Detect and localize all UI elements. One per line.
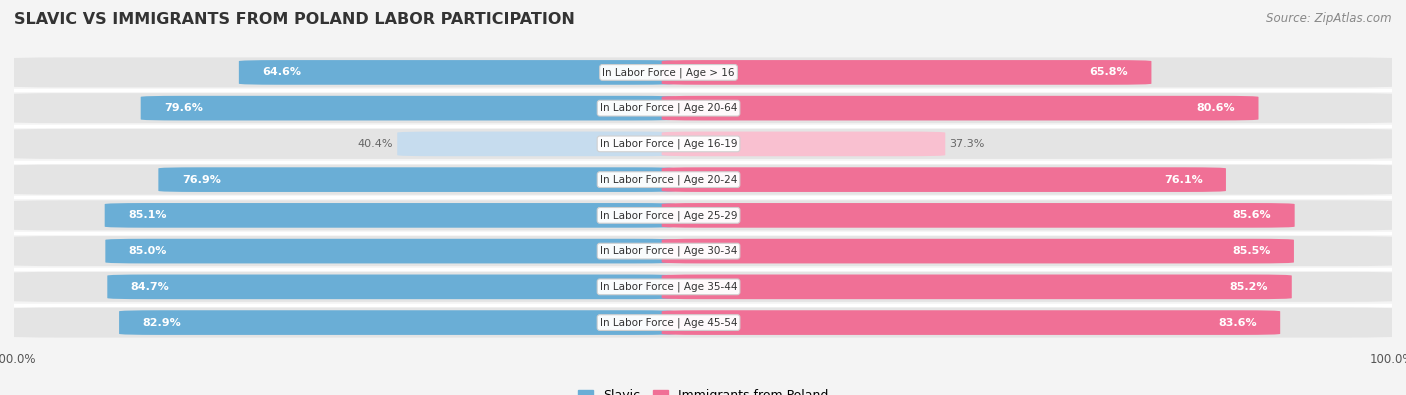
FancyBboxPatch shape (141, 96, 675, 120)
Legend: Slavic, Immigrants from Poland: Slavic, Immigrants from Poland (574, 384, 832, 395)
Text: In Labor Force | Age 35-44: In Labor Force | Age 35-44 (600, 282, 737, 292)
FancyBboxPatch shape (662, 96, 1258, 120)
FancyBboxPatch shape (239, 60, 675, 85)
Text: 85.0%: 85.0% (129, 246, 167, 256)
Text: 85.1%: 85.1% (128, 211, 167, 220)
FancyBboxPatch shape (398, 132, 675, 156)
Text: 64.6%: 64.6% (263, 68, 301, 77)
Text: 84.7%: 84.7% (131, 282, 170, 292)
FancyBboxPatch shape (662, 310, 1281, 335)
FancyBboxPatch shape (7, 308, 1399, 338)
Text: In Labor Force | Age 45-54: In Labor Force | Age 45-54 (600, 317, 737, 328)
FancyBboxPatch shape (120, 310, 675, 335)
Text: In Labor Force | Age > 16: In Labor Force | Age > 16 (602, 67, 735, 78)
Text: Source: ZipAtlas.com: Source: ZipAtlas.com (1267, 12, 1392, 25)
Text: In Labor Force | Age 30-34: In Labor Force | Age 30-34 (600, 246, 737, 256)
Text: 85.6%: 85.6% (1233, 211, 1271, 220)
Text: 65.8%: 65.8% (1090, 68, 1128, 77)
FancyBboxPatch shape (7, 165, 1399, 195)
FancyBboxPatch shape (7, 272, 1399, 302)
Text: In Labor Force | Age 20-64: In Labor Force | Age 20-64 (600, 103, 737, 113)
FancyBboxPatch shape (7, 129, 1399, 159)
FancyBboxPatch shape (104, 203, 675, 228)
Text: 85.2%: 85.2% (1230, 282, 1268, 292)
Text: 85.5%: 85.5% (1232, 246, 1271, 256)
Text: 76.1%: 76.1% (1164, 175, 1202, 184)
Text: 79.6%: 79.6% (165, 103, 202, 113)
Text: 83.6%: 83.6% (1218, 318, 1257, 327)
FancyBboxPatch shape (662, 60, 1152, 85)
Text: 40.4%: 40.4% (357, 139, 394, 149)
FancyBboxPatch shape (7, 236, 1399, 266)
Text: 37.3%: 37.3% (949, 139, 984, 149)
FancyBboxPatch shape (662, 239, 1294, 263)
Text: 76.9%: 76.9% (181, 175, 221, 184)
FancyBboxPatch shape (105, 239, 675, 263)
Text: In Labor Force | Age 25-29: In Labor Force | Age 25-29 (600, 210, 737, 221)
FancyBboxPatch shape (159, 167, 675, 192)
FancyBboxPatch shape (7, 200, 1399, 230)
FancyBboxPatch shape (662, 132, 945, 156)
FancyBboxPatch shape (7, 93, 1399, 123)
FancyBboxPatch shape (662, 275, 1292, 299)
FancyBboxPatch shape (662, 167, 1226, 192)
FancyBboxPatch shape (662, 203, 1295, 228)
Text: SLAVIC VS IMMIGRANTS FROM POLAND LABOR PARTICIPATION: SLAVIC VS IMMIGRANTS FROM POLAND LABOR P… (14, 12, 575, 27)
Text: In Labor Force | Age 16-19: In Labor Force | Age 16-19 (600, 139, 737, 149)
Text: 80.6%: 80.6% (1197, 103, 1234, 113)
Text: In Labor Force | Age 20-24: In Labor Force | Age 20-24 (600, 174, 737, 185)
FancyBboxPatch shape (107, 275, 675, 299)
FancyBboxPatch shape (7, 57, 1399, 87)
Text: 82.9%: 82.9% (142, 318, 181, 327)
